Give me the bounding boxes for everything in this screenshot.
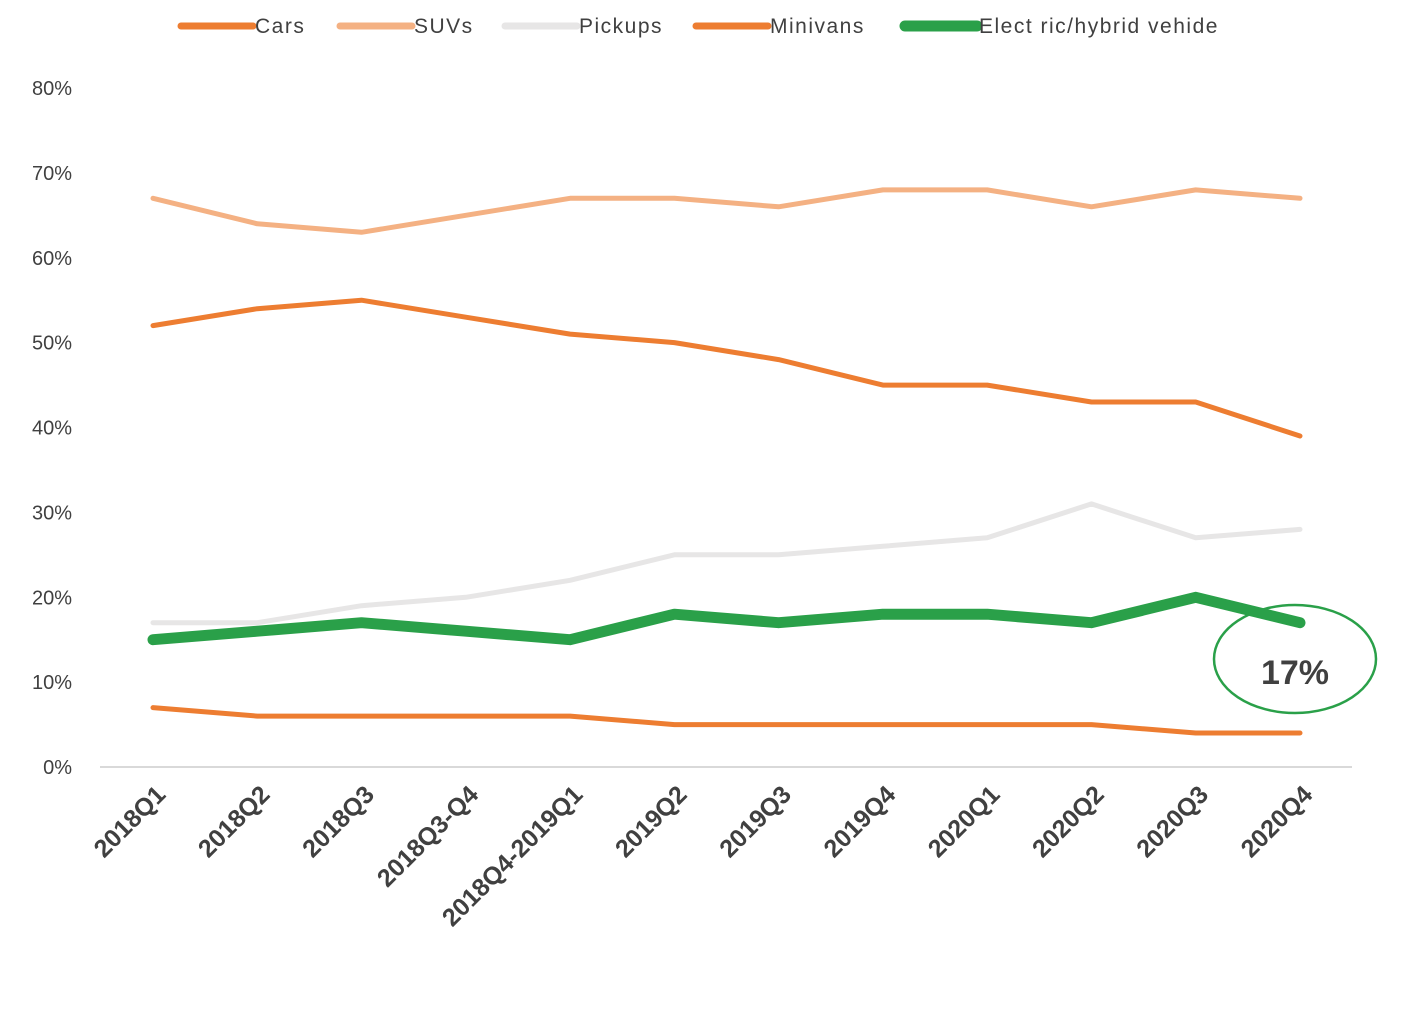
legend-label-suvs: SUVs: [414, 15, 474, 38]
x-axis: 2018Q1 2018Q2 2018Q32018Q3-Q42018Q4-2019Q1…: [89, 780, 1319, 932]
x-tick-label: 2019Q4: [818, 780, 901, 863]
x-tick-label: 2018Q1: [89, 780, 172, 863]
y-tick-label: 0%: [43, 757, 72, 779]
legend-label-elect-ric-hybrid-vehide: Elect ric/hybrid vehide: [979, 15, 1219, 38]
y-axis: 0% 10% 20% 30% 40% 50% 60% 70% 80%: [32, 78, 72, 779]
y-tick-label: 70%: [32, 163, 72, 185]
callout-ellipse: [1212, 603, 1378, 715]
callout-value-label: 17%: [1261, 654, 1329, 692]
x-tick-label: 2019Q2: [610, 780, 693, 863]
x-tick-label: 2019Q3: [714, 780, 797, 863]
x-tick-label: 2020Q1: [923, 780, 1006, 863]
x-tick-label: 2020Q4: [1236, 780, 1319, 863]
series-line-cars: [150, 297, 1303, 439]
plot-area: [147, 187, 1306, 736]
y-tick-label: 10%: [32, 672, 72, 694]
series-line-minivans: [150, 705, 1303, 736]
legend-label-pickups: Pickups: [579, 15, 663, 38]
series-line-pickups: [150, 501, 1303, 626]
y-tick-label: 50%: [32, 333, 72, 355]
legend-label-cars: Cars: [255, 15, 305, 38]
y-tick-label: 30%: [32, 502, 72, 524]
y-tick-label: 80%: [32, 78, 72, 100]
y-tick-label: 60%: [32, 248, 72, 270]
legend: Cars SUVs Pickups Minivans Elect ric/hybrid …: [177, 15, 1219, 38]
callout: 17%: [1212, 603, 1378, 715]
x-tick-label: 2020Q2: [1027, 780, 1110, 863]
x-tick-label: 2018Q2: [193, 780, 276, 863]
legend-label-minivans: Minivans: [770, 15, 865, 38]
series-line-elect-ric-hybrid-vehide: [147, 591, 1306, 646]
y-tick-label: 40%: [32, 418, 72, 440]
x-tick-label: 2020Q3: [1131, 780, 1214, 863]
series-line-suvs: [150, 187, 1303, 235]
x-tick-label: 2018Q3-Q4: [372, 780, 484, 892]
y-tick-label: 20%: [32, 587, 72, 609]
x-tick-label: 2018Q3: [297, 780, 380, 863]
